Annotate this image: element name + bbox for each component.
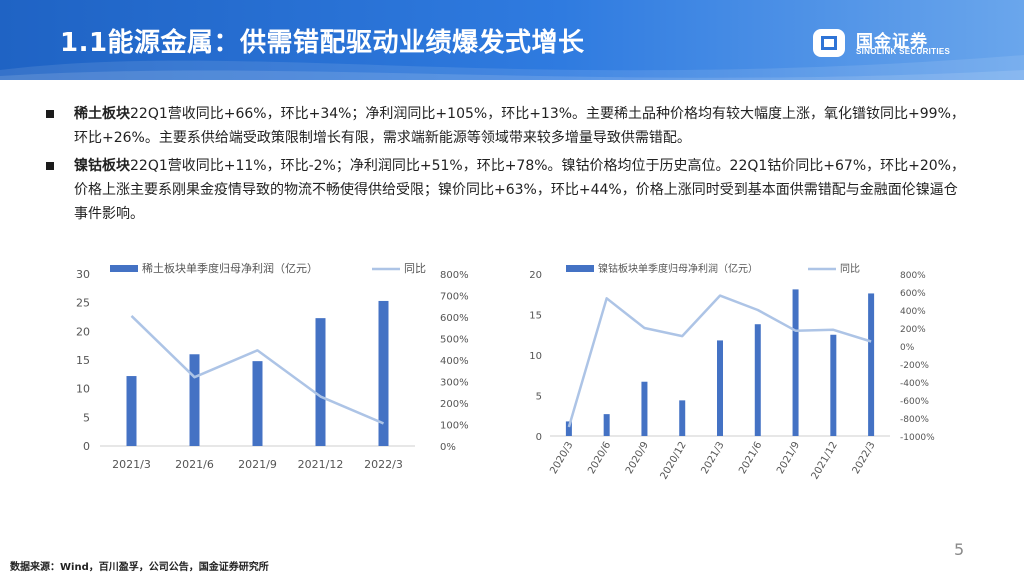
y-right-tick-label: 100% [440,421,469,432]
bar [792,289,799,436]
y-right-tick-label: 600% [900,289,926,299]
y-right-tick-label: -600% [900,397,929,407]
y-right-tick-label: 500% [440,335,469,346]
y-left-tick-label: 25 [76,297,90,310]
x-tick-label: 2021/9 [238,458,277,471]
y-right-tick-label: 800% [440,270,469,281]
bar [830,334,837,436]
y-left-tick-label: 15 [529,311,542,322]
y-right-tick-label: 600% [440,313,469,324]
y-right-tick-label: 200% [440,399,469,410]
bar [189,354,200,446]
chart-rare-earth-svg: 稀土板块单季度归母净利润（亿元） 同比0510152025300%100%200%… [76,261,469,471]
x-tick-label: 2021/3 [112,458,151,471]
x-tick-label: 2021/6 [175,458,214,471]
data-source: 数据来源：Wind，百川盈孚，公司公告，国金证券研究所 [10,562,269,573]
header-wave-decoration [0,55,1024,80]
y-right-tick-label: 400% [900,307,926,317]
legend-line-label: 同比 [840,263,860,275]
y-right-tick-label: 800% [900,271,926,281]
x-tick-label: 2020/3 [548,440,575,476]
y-left-tick-label: 20 [76,325,90,338]
bullet-nickel-cobalt: 镍钴板块22Q1营收同比+11%，环比-2%；净利润同比+51%，环比+78%。… [40,154,970,226]
logo-chinese-name: 国金证券 [856,32,928,52]
summary-bullets: 稀土板块22Q1营收同比+66%，环比+34%；净利润同比+105%，环比+13… [40,102,970,230]
x-tick-label: 2022/3 [364,458,403,471]
y-left-tick-label: 10 [76,383,90,396]
bar [679,400,686,436]
bar [641,381,648,436]
bullet-rare-earth: 稀土板块22Q1营收同比+66%，环比+34%；净利润同比+105%，环比+13… [40,102,970,150]
bullet-lead: 稀土板块 [74,106,130,122]
bullet-text: 22Q1营收同比+66%，环比+34%；净利润同比+105%，环比+13%。主要… [74,106,965,146]
bar [126,376,137,446]
x-tick-label: 2022/3 [851,440,878,476]
bullet-text: 22Q1营收同比+11%，环比-2%；净利润同比+51%，环比+78%。镍钴价格… [74,158,965,222]
x-tick-label: 2021/9 [775,440,802,476]
bar [603,414,610,436]
x-tick-label: 2021/6 [737,440,764,476]
y-left-tick-label: 30 [76,268,90,281]
y-right-tick-label: 0% [900,343,915,353]
x-tick-label: 2021/3 [699,440,726,476]
bar [717,340,723,436]
y-right-tick-label: 0% [440,442,456,453]
y-left-tick-label: 15 [76,354,90,367]
legend-bar-swatch [110,265,138,272]
y-left-tick-label: 10 [529,351,542,362]
company-logo: 国金证券 SINOLINK SECURITIES [812,26,992,60]
x-tick-label: 2021/12 [298,458,344,471]
sinolink-logo-icon [813,29,845,57]
y-right-tick-label: -200% [900,361,929,371]
bar [378,300,389,446]
page-title: 1.1能源金属：供需错配驱动业绩爆发式增长 [60,28,585,58]
x-tick-label: 2020/12 [659,440,689,481]
y-right-tick-label: 400% [440,356,469,367]
x-tick-label: 2020/6 [586,440,613,476]
bullet-lead: 镍钴板块 [74,158,130,174]
y-left-tick-label: 0 [83,440,90,453]
chart-rare-earth: 稀土板块单季度归母净利润（亿元） 同比 0 5 10 15 20 25 30 0% 100% 200%… [60,258,480,482]
legend-bar-swatch [566,265,594,272]
y-left-tick-label: 5 [83,411,90,424]
legend-bar-label: 稀土板块单季度归母净利润（亿元） [142,261,318,275]
bar [868,293,875,436]
y-left-tick-label: 0 [536,432,542,443]
bar [252,361,263,446]
y-left-tick-label: 5 [536,392,542,403]
bar [315,318,326,446]
page-number: 5 [954,540,965,559]
y-left-tick-label: 20 [529,270,542,281]
logo-english-name: SINOLINK SECURITIES [856,47,951,56]
bar [754,324,761,436]
y-right-tick-label: 300% [440,378,469,389]
legend-line-label: 同比 [404,262,426,275]
bullet-square-icon [46,110,54,118]
bullet-square-icon [46,162,54,170]
y-right-tick-label: 200% [900,325,926,335]
y-right-tick-label: 700% [440,292,469,303]
legend-bar-label: 镍钴板块单季度归母净利润（亿元） [598,262,758,275]
y-right-tick-label: -400% [900,379,929,389]
y-right-tick-label: -800% [900,415,929,425]
bar [565,421,572,436]
x-tick-label: 2021/12 [810,440,840,481]
chart-nickel-cobalt: 镍钴板块单季度归母净利润（亿元） 同比 0 5 10 15 20 -1000% -800% -60… [520,258,970,492]
chart-nickel-cobalt-svg: 镍钴板块单季度归母净利润（亿元） 同比 0 5 10 15 20 -1000% -800% -60… [529,262,935,481]
slide-header: 1.1能源金属：供需错配驱动业绩爆发式增长 国金证券 SINOLINK SECU… [0,0,1024,80]
x-tick-label: 2020/9 [624,440,651,476]
y-right-tick-label: -1000% [900,433,935,443]
